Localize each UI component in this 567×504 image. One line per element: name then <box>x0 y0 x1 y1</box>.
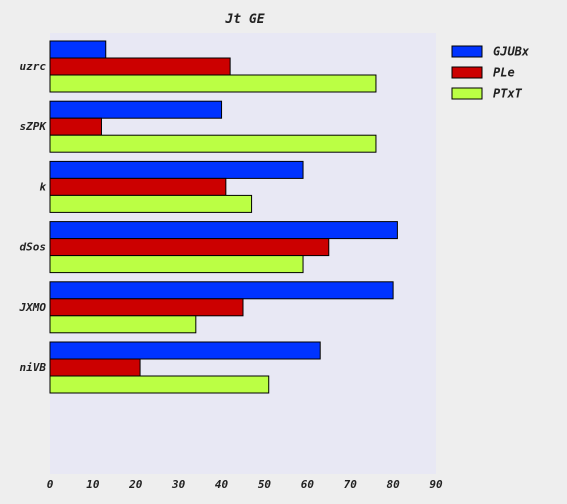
bar-uzrc-ple <box>49 57 231 76</box>
bar-nivb-ptxt <box>49 375 270 394</box>
x-tick-label-50: 50 <box>258 478 272 491</box>
legend-label-gjubx: GJUBx <box>493 45 530 59</box>
x-tick-label-60: 60 <box>301 478 315 491</box>
legend-swatch-ple <box>451 66 483 79</box>
legend-label-ple: PLe <box>493 66 515 80</box>
x-tick-label-90: 90 <box>429 478 443 491</box>
x-tick-label-70: 70 <box>344 478 358 491</box>
x-tick-label-30: 30 <box>171 478 186 491</box>
bar-uzrc-gjubx <box>49 40 107 59</box>
legend-swatch-gjubx <box>451 45 483 58</box>
bar-jxmo-ple <box>49 298 244 317</box>
bar-k-gjubx <box>49 160 304 179</box>
bar-dsos-ptxt <box>49 255 304 274</box>
x-tick-label-10: 10 <box>86 478 100 491</box>
bar-k-ptxt <box>49 194 253 213</box>
bar-dsos-ple <box>49 238 330 257</box>
category-label-k: k <box>39 180 46 193</box>
x-tick-label-0: 0 <box>47 478 54 491</box>
bar-nivb-gjubx <box>49 341 321 360</box>
bar-k-ple <box>49 177 227 196</box>
x-tick-label-80: 80 <box>386 478 400 491</box>
category-label-uzrc: uzrc <box>20 60 47 73</box>
legend-label-ptxt: PTxT <box>493 87 523 101</box>
bar-dsos-gjubx <box>49 221 398 240</box>
legend: GJUBx PLe PTxT <box>451 45 530 101</box>
bar-jxmo-gjubx <box>49 281 394 300</box>
x-tick-label-20: 20 <box>128 478 143 491</box>
category-label-nivb: niVB <box>20 361 47 374</box>
category-label-szpk: sZPK <box>20 120 48 133</box>
category-label-jxmo: JXMO <box>19 301 47 314</box>
bar-uzrc-ptxt <box>49 74 377 93</box>
bar-szpk-gjubx <box>49 100 223 119</box>
bar-jxmo-ptxt <box>49 315 197 334</box>
x-tick-label-40: 40 <box>215 478 229 491</box>
bar-szpk-ple <box>49 117 102 136</box>
bar-szpk-ptxt <box>49 134 377 153</box>
legend-swatch-ptxt <box>451 87 483 100</box>
bar-nivb-ple <box>49 358 141 377</box>
category-label-dsos: dSos <box>20 241 47 254</box>
chart-title: Jt GE <box>224 12 264 27</box>
